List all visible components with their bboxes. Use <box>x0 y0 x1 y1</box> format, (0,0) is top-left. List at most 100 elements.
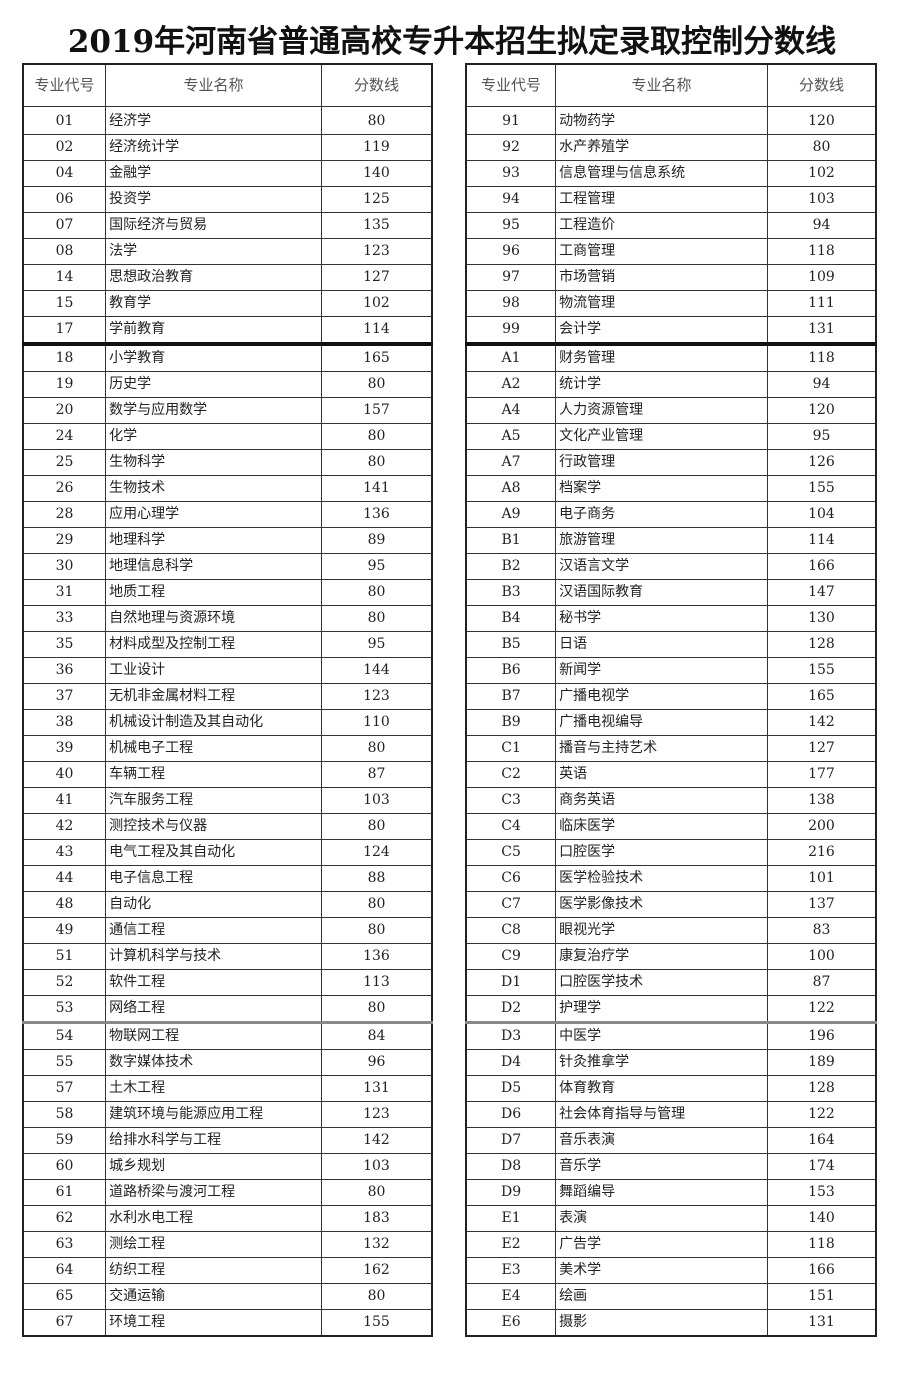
cell-code: 37 <box>22 683 107 710</box>
cell-score: 80 <box>320 1283 433 1310</box>
cell-score: 102 <box>320 290 433 317</box>
cell-code: 44 <box>22 865 107 892</box>
cell-code: 33 <box>22 605 107 632</box>
table-row: 14 思想政治教育 127 <box>22 264 433 291</box>
cell-score: 110 <box>320 709 433 736</box>
cell-score: 95 <box>766 423 877 450</box>
table-row: 15 教育学 102 <box>22 290 433 317</box>
cell-name: 投资学 <box>105 186 322 213</box>
cell-score: 142 <box>766 709 877 736</box>
cell-name: 口腔医学技术 <box>555 969 768 996</box>
cell-code: 19 <box>22 371 107 398</box>
cell-code: 18 <box>22 342 107 372</box>
cell-name: 动物药学 <box>555 106 768 135</box>
cell-code: 20 <box>22 397 107 424</box>
header-code: 专业代号 <box>465 63 557 107</box>
cell-name: 通信工程 <box>105 917 322 944</box>
cell-name: 生物技术 <box>105 475 322 502</box>
cell-code: 36 <box>22 657 107 684</box>
cell-code: D5 <box>465 1075 557 1102</box>
cell-score: 111 <box>766 290 877 317</box>
cell-code: D2 <box>465 995 557 1023</box>
cell-score: 103 <box>320 787 433 814</box>
cell-score: 84 <box>320 1021 433 1050</box>
cell-name: 康复治疗学 <box>555 943 768 970</box>
cell-score: 100 <box>766 943 877 970</box>
cell-code: 42 <box>22 813 107 840</box>
cell-code: C2 <box>465 761 557 788</box>
cell-score: 114 <box>766 527 877 554</box>
table-row: 35 材料成型及控制工程 95 <box>22 631 433 658</box>
cell-name: 纺织工程 <box>105 1257 322 1284</box>
table-row: E2 广告学 118 <box>465 1231 877 1258</box>
cell-score: 164 <box>766 1127 877 1154</box>
table-row: 60 城乡规划 103 <box>22 1153 433 1180</box>
cell-name: 电气工程及其自动化 <box>105 839 322 866</box>
table-row: A1 财务管理 118 <box>465 342 877 372</box>
cell-code: 63 <box>22 1231 107 1258</box>
cell-name: 环境工程 <box>105 1309 322 1337</box>
cell-name: 工程造价 <box>555 212 768 239</box>
cell-code: 61 <box>22 1179 107 1206</box>
table-row: 53 网络工程 80 <box>22 995 433 1023</box>
cell-name: 计算机科学与技术 <box>105 943 322 970</box>
cell-code: B6 <box>465 657 557 684</box>
cell-code: 91 <box>465 106 557 135</box>
cell-score: 127 <box>766 735 877 762</box>
cell-code: A1 <box>465 342 557 372</box>
cell-name: 人力资源管理 <box>555 397 768 424</box>
cell-name: 化学 <box>105 423 322 450</box>
table-row: 43 电气工程及其自动化 124 <box>22 839 433 866</box>
table-row: 30 地理信息科学 95 <box>22 553 433 580</box>
cell-code: A5 <box>465 423 557 450</box>
table-row: B1 旅游管理 114 <box>465 527 877 554</box>
table-row: D1 口腔医学技术 87 <box>465 969 877 996</box>
cell-score: 102 <box>766 160 877 187</box>
cell-name: 眼视光学 <box>555 917 768 944</box>
table-row: 62 水利水电工程 183 <box>22 1205 433 1232</box>
cell-code: E2 <box>465 1231 557 1258</box>
cell-score: 118 <box>766 342 877 372</box>
table-row: 07 国际经济与贸易 135 <box>22 212 433 239</box>
cell-code: 26 <box>22 475 107 502</box>
cell-score: 128 <box>766 1075 877 1102</box>
cell-name: 道路桥梁与渡河工程 <box>105 1179 322 1206</box>
cell-code: E4 <box>465 1283 557 1310</box>
cell-code: B9 <box>465 709 557 736</box>
table-row: 31 地质工程 80 <box>22 579 433 606</box>
cell-score: 80 <box>320 106 433 135</box>
table-row: 97 市场营销 109 <box>465 264 877 291</box>
cell-name: 经济统计学 <box>105 134 322 161</box>
table-row: 51 计算机科学与技术 136 <box>22 943 433 970</box>
table-row: 64 纺织工程 162 <box>22 1257 433 1284</box>
cell-code: D9 <box>465 1179 557 1206</box>
cell-name: 广告学 <box>555 1231 768 1258</box>
table-row: B9 广播电视编导 142 <box>465 709 877 736</box>
cell-code: B1 <box>465 527 557 554</box>
cell-score: 131 <box>766 1309 877 1337</box>
cell-name: 思想政治教育 <box>105 264 322 291</box>
cell-score: 151 <box>766 1283 877 1310</box>
table-row: 38 机械设计制造及其自动化 110 <box>22 709 433 736</box>
cell-score: 120 <box>766 106 877 135</box>
table-row: B4 秘书学 130 <box>465 605 877 632</box>
cell-name: 音乐学 <box>555 1153 768 1180</box>
table-row: 57 土木工程 131 <box>22 1075 433 1102</box>
cell-code: 17 <box>22 316 107 345</box>
table-row: D6 社会体育指导与管理 122 <box>465 1101 877 1128</box>
table-row: 95 工程造价 94 <box>465 212 877 239</box>
cell-name: 历史学 <box>105 371 322 398</box>
table-row: C2 英语 177 <box>465 761 877 788</box>
cell-code: A8 <box>465 475 557 502</box>
cell-code: 04 <box>22 160 107 187</box>
table-row: 36 工业设计 144 <box>22 657 433 684</box>
cell-score: 80 <box>320 579 433 606</box>
cell-code: 64 <box>22 1257 107 1284</box>
cell-name: 建筑环境与能源应用工程 <box>105 1101 322 1128</box>
cell-score: 165 <box>766 683 877 710</box>
cell-score: 144 <box>320 657 433 684</box>
cell-code: 06 <box>22 186 107 213</box>
cell-code: 48 <box>22 891 107 918</box>
cell-score: 113 <box>320 969 433 996</box>
cell-name: 信息管理与信息系统 <box>555 160 768 187</box>
